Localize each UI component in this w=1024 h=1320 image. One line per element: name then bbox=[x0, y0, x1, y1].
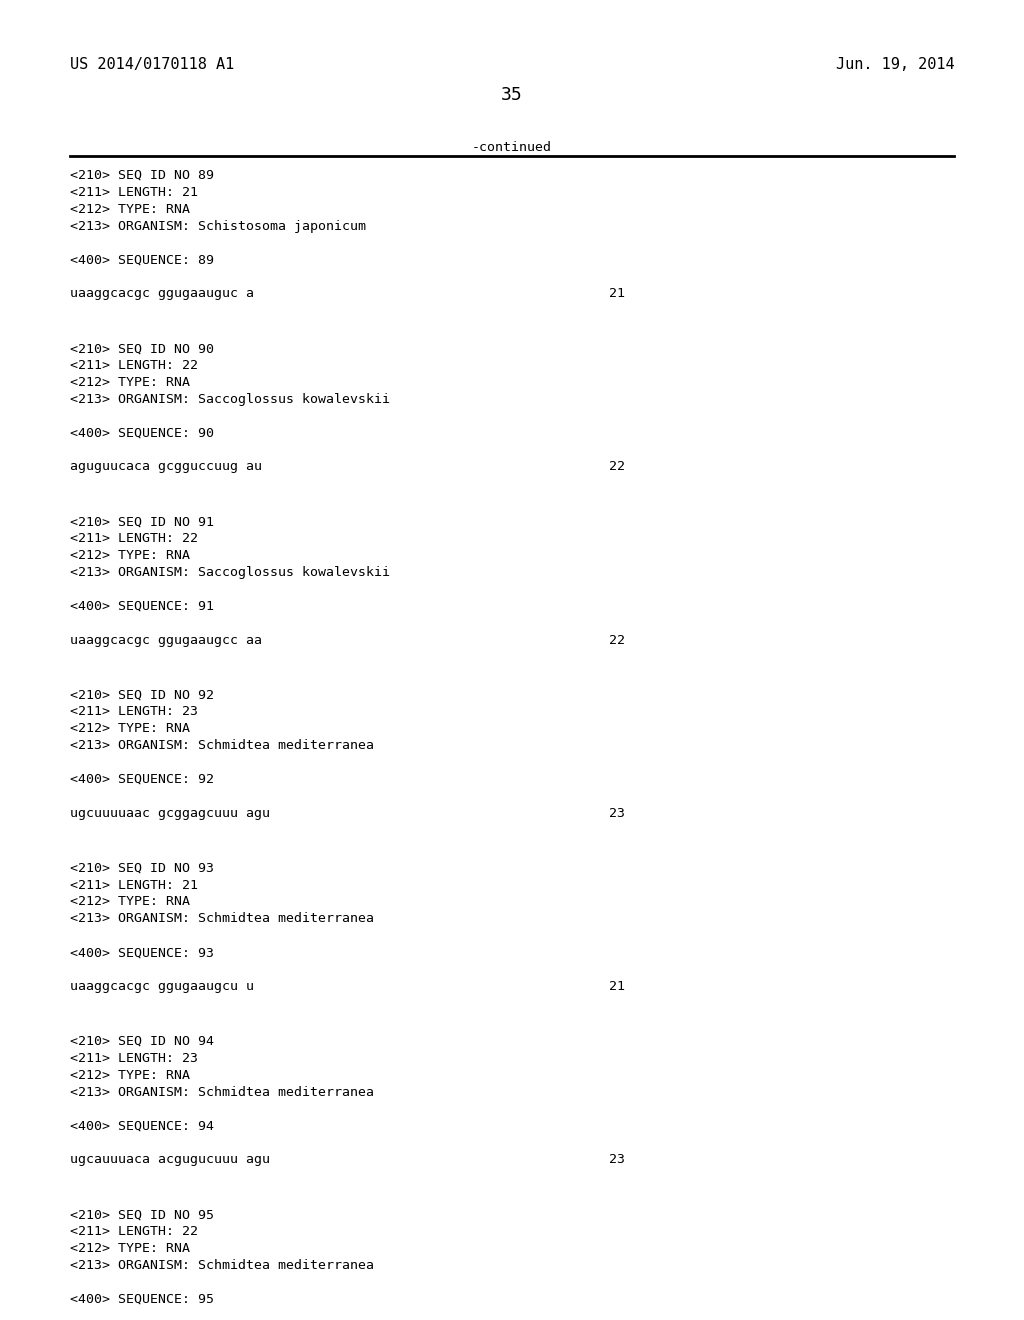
Text: 22: 22 bbox=[609, 461, 626, 474]
Text: <210> SEQ ID NO 92: <210> SEQ ID NO 92 bbox=[70, 689, 214, 701]
Text: uaaggcacgc ggugaauguc a: uaaggcacgc ggugaauguc a bbox=[70, 288, 254, 300]
Text: <213> ORGANISM: Schmidtea mediterranea: <213> ORGANISM: Schmidtea mediterranea bbox=[70, 1259, 374, 1271]
Text: aguguucaca gcgguccuug au: aguguucaca gcgguccuug au bbox=[70, 461, 262, 474]
Text: US 2014/0170118 A1: US 2014/0170118 A1 bbox=[70, 57, 233, 71]
Text: <211> LENGTH: 22: <211> LENGTH: 22 bbox=[70, 532, 198, 545]
Text: Jun. 19, 2014: Jun. 19, 2014 bbox=[836, 57, 954, 71]
Text: <212> TYPE: RNA: <212> TYPE: RNA bbox=[70, 1069, 189, 1081]
Text: <400> SEQUENCE: 95: <400> SEQUENCE: 95 bbox=[70, 1292, 214, 1305]
Text: ugcuuuuaac gcggagcuuu agu: ugcuuuuaac gcggagcuuu agu bbox=[70, 807, 269, 820]
Text: 35: 35 bbox=[501, 86, 523, 104]
Text: <213> ORGANISM: Schistosoma japonicum: <213> ORGANISM: Schistosoma japonicum bbox=[70, 219, 366, 232]
Text: <210> SEQ ID NO 90: <210> SEQ ID NO 90 bbox=[70, 342, 214, 355]
Text: <400> SEQUENCE: 92: <400> SEQUENCE: 92 bbox=[70, 774, 214, 785]
Text: 23: 23 bbox=[609, 807, 626, 820]
Text: <400> SEQUENCE: 91: <400> SEQUENCE: 91 bbox=[70, 599, 214, 612]
Text: <213> ORGANISM: Schmidtea mediterranea: <213> ORGANISM: Schmidtea mediterranea bbox=[70, 739, 374, 752]
Text: 23: 23 bbox=[609, 1154, 626, 1166]
Text: <400> SEQUENCE: 93: <400> SEQUENCE: 93 bbox=[70, 946, 214, 960]
Text: <211> LENGTH: 22: <211> LENGTH: 22 bbox=[70, 1225, 198, 1238]
Text: <211> LENGTH: 21: <211> LENGTH: 21 bbox=[70, 186, 198, 199]
Text: <212> TYPE: RNA: <212> TYPE: RNA bbox=[70, 722, 189, 735]
Text: uaaggcacgc ggugaaugcc aa: uaaggcacgc ggugaaugcc aa bbox=[70, 634, 262, 647]
Text: <400> SEQUENCE: 94: <400> SEQUENCE: 94 bbox=[70, 1119, 214, 1133]
Text: <212> TYPE: RNA: <212> TYPE: RNA bbox=[70, 549, 189, 562]
Text: ugcauuuaca acgugucuuu agu: ugcauuuaca acgugucuuu agu bbox=[70, 1154, 269, 1166]
Text: <400> SEQUENCE: 90: <400> SEQUENCE: 90 bbox=[70, 426, 214, 440]
Text: <211> LENGTH: 22: <211> LENGTH: 22 bbox=[70, 359, 198, 372]
Text: <213> ORGANISM: Saccoglossus kowalevskii: <213> ORGANISM: Saccoglossus kowalevskii bbox=[70, 393, 389, 405]
Text: <213> ORGANISM: Schmidtea mediterranea: <213> ORGANISM: Schmidtea mediterranea bbox=[70, 912, 374, 925]
Text: <213> ORGANISM: Saccoglossus kowalevskii: <213> ORGANISM: Saccoglossus kowalevskii bbox=[70, 566, 389, 579]
Text: <211> LENGTH: 23: <211> LENGTH: 23 bbox=[70, 705, 198, 718]
Text: <210> SEQ ID NO 89: <210> SEQ ID NO 89 bbox=[70, 169, 214, 182]
Text: <212> TYPE: RNA: <212> TYPE: RNA bbox=[70, 376, 189, 389]
Text: -continued: -continued bbox=[472, 141, 552, 154]
Text: 21: 21 bbox=[609, 979, 626, 993]
Text: 22: 22 bbox=[609, 634, 626, 647]
Text: <400> SEQUENCE: 89: <400> SEQUENCE: 89 bbox=[70, 253, 214, 267]
Text: <212> TYPE: RNA: <212> TYPE: RNA bbox=[70, 203, 189, 215]
Text: <211> LENGTH: 23: <211> LENGTH: 23 bbox=[70, 1052, 198, 1065]
Text: <212> TYPE: RNA: <212> TYPE: RNA bbox=[70, 1242, 189, 1255]
Text: <213> ORGANISM: Schmidtea mediterranea: <213> ORGANISM: Schmidtea mediterranea bbox=[70, 1085, 374, 1098]
Text: <210> SEQ ID NO 95: <210> SEQ ID NO 95 bbox=[70, 1208, 214, 1221]
Text: <211> LENGTH: 21: <211> LENGTH: 21 bbox=[70, 879, 198, 891]
Text: <210> SEQ ID NO 94: <210> SEQ ID NO 94 bbox=[70, 1035, 214, 1048]
Text: 21: 21 bbox=[609, 288, 626, 300]
Text: <210> SEQ ID NO 93: <210> SEQ ID NO 93 bbox=[70, 862, 214, 875]
Text: <210> SEQ ID NO 91: <210> SEQ ID NO 91 bbox=[70, 515, 214, 528]
Text: <212> TYPE: RNA: <212> TYPE: RNA bbox=[70, 895, 189, 908]
Text: uaaggcacgc ggugaaugcu u: uaaggcacgc ggugaaugcu u bbox=[70, 979, 254, 993]
